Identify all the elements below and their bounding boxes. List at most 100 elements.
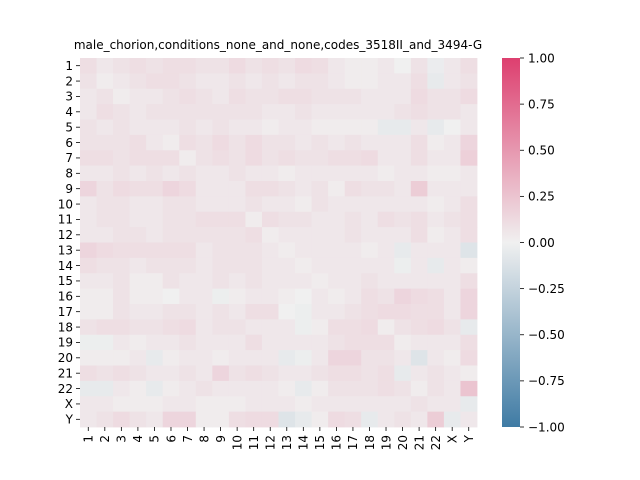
heatmap-cell — [129, 211, 147, 228]
heatmap-cell — [443, 257, 461, 274]
heatmap-cell — [162, 211, 180, 228]
heatmap-cell — [394, 257, 412, 274]
heatmap-cell — [394, 288, 412, 305]
heatmap-cell — [443, 380, 461, 397]
heatmap-cell — [261, 88, 279, 105]
chart-title: male_chorion,conditions_none_and_none,co… — [74, 38, 482, 52]
heatmap-cell — [261, 396, 279, 413]
heatmap-cell — [377, 58, 395, 74]
heatmap-cell — [295, 396, 312, 413]
heatmap-cell — [377, 119, 395, 136]
heatmap-cell — [80, 73, 97, 90]
heatmap-cell — [212, 211, 230, 228]
heatmap-cell — [410, 273, 428, 290]
heatmap-cell — [96, 134, 114, 151]
heatmap-cell — [146, 150, 164, 167]
colorbar-tick-label: 0.00 — [528, 236, 555, 250]
heatmap-cell — [146, 134, 164, 151]
y-tick-label: 10 — [58, 197, 73, 211]
heatmap-cell — [427, 73, 445, 90]
heatmap-cell — [245, 227, 263, 243]
heatmap-cell — [394, 73, 412, 90]
heatmap-cell — [295, 88, 312, 105]
heatmap-cell — [113, 334, 131, 351]
heatmap-cell — [278, 181, 296, 197]
heatmap-cell — [410, 150, 428, 167]
heatmap-cell — [80, 411, 97, 428]
heatmap-cell — [278, 288, 296, 305]
heatmap-cell — [179, 104, 197, 120]
heatmap-cell — [261, 319, 279, 336]
heatmap-cell — [311, 304, 329, 320]
heatmap-cell — [410, 288, 428, 305]
heatmap-cell — [245, 396, 263, 413]
heatmap-cell — [228, 334, 246, 351]
x-tick-label: 9 — [214, 435, 228, 443]
heatmap-cell — [460, 273, 478, 290]
heatmap-cell — [344, 396, 362, 413]
heatmap-cell — [146, 257, 164, 274]
heatmap-cell — [179, 211, 197, 228]
heatmap-cell — [377, 396, 395, 413]
heatmap-cell — [228, 150, 246, 167]
heatmap-cell — [179, 350, 197, 366]
heatmap-cell — [377, 134, 395, 151]
heatmap-cell — [361, 104, 379, 120]
heatmap-cell — [113, 411, 131, 428]
heatmap-cell — [427, 211, 445, 228]
heatmap-cell — [146, 104, 164, 120]
heatmap-cell — [394, 242, 412, 259]
heatmap-cell — [195, 380, 213, 397]
heatmap-cell — [96, 211, 114, 228]
heatmap-cell — [228, 304, 246, 320]
heatmap-cell — [245, 411, 263, 428]
heatmap-cell — [146, 273, 164, 290]
heatmap-cell — [460, 196, 478, 213]
heatmap-cell — [394, 88, 412, 105]
heatmap-cell — [261, 257, 279, 274]
heatmap-cell — [212, 104, 230, 120]
x-tick-label: 22 — [429, 435, 443, 450]
heatmap-cell — [96, 104, 114, 120]
heatmap-cell — [394, 396, 412, 413]
heatmap-cell — [344, 334, 362, 351]
heatmap-cell — [162, 380, 180, 397]
heatmap-cell — [96, 396, 114, 413]
heatmap-cell — [96, 150, 114, 167]
heatmap-cell — [179, 242, 197, 259]
heatmap-cell — [328, 319, 346, 336]
y-tick-label: 20 — [58, 351, 73, 365]
heatmap-cell — [328, 365, 346, 382]
heatmap-cell — [195, 227, 213, 243]
heatmap-cell — [427, 257, 445, 274]
heatmap-cell — [394, 134, 412, 151]
heatmap-cell — [228, 104, 246, 120]
heatmap-cell — [295, 134, 312, 151]
heatmap-cell — [361, 257, 379, 274]
heatmap-cell — [278, 319, 296, 336]
heatmap-cell — [129, 119, 147, 136]
y-tick-label: 14 — [58, 259, 73, 273]
heatmap-cell — [96, 165, 114, 182]
heatmap-cell — [146, 334, 164, 351]
heatmap-cell — [295, 288, 312, 305]
heatmap-cell — [361, 396, 379, 413]
y-tick-label: 21 — [58, 366, 73, 380]
heatmap-cell — [146, 411, 164, 428]
heatmap-cell — [80, 88, 97, 105]
heatmap-cell — [410, 242, 428, 259]
heatmap-cell — [410, 396, 428, 413]
heatmap-cell — [162, 365, 180, 382]
heatmap-cell — [162, 165, 180, 182]
heatmap-cell — [410, 58, 428, 74]
heatmap-cell — [80, 211, 97, 228]
heatmap-cell — [129, 334, 147, 351]
heatmap-cell — [427, 181, 445, 197]
y-tick-label: 16 — [58, 290, 73, 304]
heatmap-cell — [344, 411, 362, 428]
heatmap-cell — [212, 119, 230, 136]
heatmap-cell — [328, 304, 346, 320]
heatmap-cell — [295, 73, 312, 90]
heatmap-cell — [96, 181, 114, 197]
heatmap-cell — [460, 288, 478, 305]
